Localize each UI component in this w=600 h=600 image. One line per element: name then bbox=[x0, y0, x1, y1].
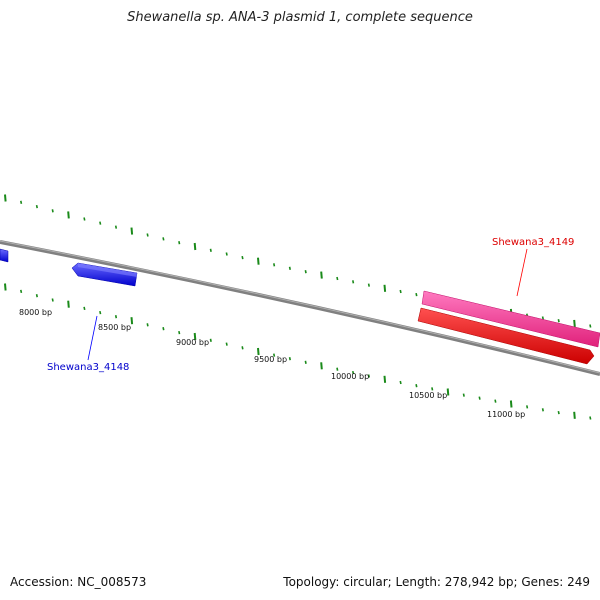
reverse-scale-tick bbox=[67, 300, 70, 308]
reverse-scale-tick bbox=[99, 310, 102, 315]
reverse-scale-tick bbox=[494, 399, 497, 403]
reverse-scale-ticks bbox=[4, 283, 592, 420]
reverse-scale-tick bbox=[35, 294, 38, 298]
scale-label-11000: 11000 bp bbox=[487, 410, 525, 419]
forward-scale-tick bbox=[20, 200, 23, 204]
scale-label-9000: 9000 bp bbox=[176, 338, 209, 347]
forward-scale-tick bbox=[162, 237, 165, 241]
reverse-scale-tick bbox=[273, 353, 276, 357]
reverse-scale-tick bbox=[114, 315, 118, 319]
reverse-scale-tick bbox=[241, 346, 244, 350]
gene-shewana3-4148[interactable] bbox=[71, 262, 138, 287]
reverse-scale-tick bbox=[193, 332, 197, 341]
gene-red-arrow[interactable] bbox=[417, 307, 595, 365]
forward-scale-tick bbox=[352, 280, 355, 284]
forward-scale-tick bbox=[320, 271, 323, 279]
reverse-scale-tick bbox=[257, 347, 260, 356]
reverse-scale-tick bbox=[320, 362, 323, 370]
gene-label-4149[interactable]: Shewana3_4149 bbox=[492, 237, 574, 248]
reverse-scale-tick bbox=[288, 357, 291, 361]
forward-scale-tick bbox=[193, 242, 197, 251]
reverse-scale-tick bbox=[225, 342, 228, 346]
reverse-scale-tick bbox=[209, 338, 212, 342]
reverse-scale-tick bbox=[383, 375, 387, 383]
scale-label-10000: 10000 bp bbox=[331, 372, 369, 381]
forward-scale-tick bbox=[178, 241, 181, 245]
reverse-scale-tick bbox=[431, 387, 434, 391]
reverse-scale-tick bbox=[462, 393, 465, 397]
reverse-scale-tick bbox=[352, 370, 355, 375]
forward-scale-ticks bbox=[4, 194, 592, 328]
scale-labels: 8000 bp 8500 bp 9000 bp 9500 bp 10000 bp… bbox=[19, 308, 525, 419]
forward-scale-tick bbox=[146, 233, 149, 237]
gene-label-4148[interactable]: Shewana3_4148 bbox=[47, 362, 129, 373]
forward-scale-tick bbox=[541, 316, 544, 320]
reverse-scale-tick bbox=[178, 330, 181, 335]
gene-shewana3-4148-top-face bbox=[78, 263, 137, 277]
reverse-scale-tick bbox=[526, 405, 529, 409]
scale-label-10500: 10500 bp bbox=[409, 391, 447, 400]
reverse-scale-tick bbox=[304, 360, 307, 364]
forward-scale-tick bbox=[383, 284, 387, 292]
reverse-scale-tick bbox=[478, 396, 481, 400]
gene-partial-left[interactable] bbox=[0, 248, 9, 263]
reverse-scale-tick bbox=[573, 411, 576, 419]
forward-scale-tick bbox=[225, 252, 228, 256]
scale-label-9500: 9500 bp bbox=[254, 355, 287, 364]
reverse-scale-tick bbox=[51, 298, 54, 302]
forward-scale-tick bbox=[51, 209, 54, 213]
reverse-scale-tick bbox=[557, 410, 560, 415]
forward-scale-tick bbox=[573, 319, 576, 327]
reverse-scale-tick bbox=[399, 380, 402, 385]
forward-scale-tick bbox=[415, 292, 418, 297]
reverse-scale-tick bbox=[146, 323, 149, 327]
forward-scale-tick bbox=[99, 221, 102, 225]
reverse-scale-tick bbox=[20, 289, 23, 294]
scale-label-8000: 8000 bp bbox=[19, 308, 52, 317]
reverse-scale-tick bbox=[446, 388, 450, 396]
label-connector-4149 bbox=[516, 248, 528, 297]
label-connector-4148 bbox=[87, 315, 98, 361]
forward-scale-tick bbox=[83, 217, 86, 221]
forward-scale-tick bbox=[399, 289, 402, 294]
reverse-scale-tick bbox=[4, 283, 7, 291]
forward-scale-tick bbox=[589, 324, 592, 328]
reverse-scale-tick bbox=[367, 374, 370, 378]
forward-scale-tick bbox=[288, 266, 291, 270]
forward-scale-tick bbox=[367, 283, 370, 287]
gene-shewana3-4149[interactable] bbox=[421, 290, 600, 348]
reverse-scale-tick bbox=[415, 384, 418, 388]
reverse-scale-tick bbox=[589, 416, 592, 420]
scale-label-8500: 8500 bp bbox=[98, 323, 131, 332]
forward-scale-tick bbox=[336, 276, 339, 281]
reverse-scale-tick bbox=[541, 408, 544, 412]
forward-scale-tick bbox=[114, 225, 118, 229]
forward-scale-tick bbox=[257, 257, 260, 265]
sequence-backbone bbox=[0, 240, 600, 376]
forward-scale-tick bbox=[209, 248, 212, 252]
forward-scale-tick bbox=[273, 263, 276, 267]
forward-scale-tick bbox=[67, 211, 70, 219]
forward-scale-tick bbox=[130, 227, 134, 235]
forward-scale-tick bbox=[4, 194, 7, 202]
reverse-scale-tick bbox=[83, 306, 86, 311]
sequence-backbone-highlight bbox=[0, 240, 600, 374]
forward-scale-tick bbox=[304, 270, 307, 274]
sequence-summary: Topology: circular; Length: 278,942 bp; … bbox=[283, 575, 590, 589]
reverse-scale-tick bbox=[130, 317, 134, 325]
accession-label: Accession: NC_008573 bbox=[10, 575, 147, 589]
map-title: Shewanella sp. ANA-3 plasmid 1, complete… bbox=[127, 10, 473, 25]
reverse-scale-tick bbox=[162, 327, 165, 331]
reverse-scale-tick bbox=[509, 400, 513, 408]
forward-scale-tick bbox=[557, 319, 560, 323]
forward-scale-tick bbox=[241, 255, 244, 260]
forward-scale-tick bbox=[35, 204, 38, 209]
reverse-scale-tick bbox=[336, 367, 339, 371]
